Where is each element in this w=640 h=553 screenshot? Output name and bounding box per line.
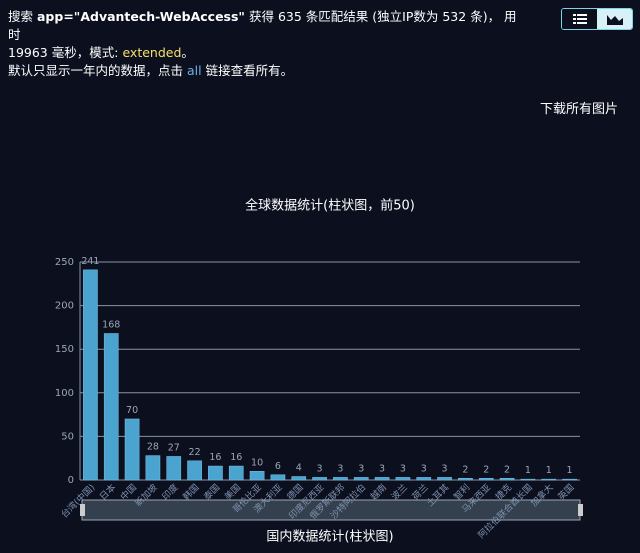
x-tick-label: 韩国 bbox=[180, 481, 201, 502]
chart-view-button[interactable] bbox=[597, 9, 632, 29]
data-label: 2 bbox=[462, 464, 468, 475]
mode: extended bbox=[122, 45, 182, 60]
text: 链接查看所有。 bbox=[205, 63, 294, 78]
text: 毫秒，模式: bbox=[51, 45, 119, 60]
bar bbox=[353, 477, 369, 481]
x-tick-label: 泰国 bbox=[201, 481, 222, 502]
bar bbox=[458, 478, 473, 481]
list-view-button[interactable] bbox=[562, 9, 597, 29]
bar bbox=[124, 418, 140, 481]
bar bbox=[541, 478, 557, 481]
x-tick-label: 波兰 bbox=[389, 481, 410, 502]
data-label: 16 bbox=[209, 452, 221, 463]
data-label: 70 bbox=[126, 405, 138, 416]
data-label: 1 bbox=[567, 465, 573, 476]
x-tick-label: 日本 bbox=[97, 481, 118, 502]
x-tick-label: 英国 bbox=[555, 481, 576, 502]
bar bbox=[208, 465, 223, 481]
bar bbox=[270, 474, 286, 481]
text: 条匹配结果 (独立IP数为 bbox=[305, 9, 439, 24]
zoom-handle[interactable] bbox=[80, 504, 85, 516]
list-icon bbox=[572, 14, 587, 24]
download-all[interactable]: 下载所有图片 bbox=[539, 102, 618, 117]
bar bbox=[145, 455, 161, 481]
bar bbox=[83, 269, 98, 481]
data-label: 16 bbox=[230, 452, 242, 463]
y-tick-label: 150 bbox=[55, 344, 74, 355]
bar bbox=[291, 476, 307, 481]
bar bbox=[562, 478, 577, 481]
bar bbox=[374, 477, 390, 481]
x-tick-label: 越南 bbox=[368, 481, 389, 502]
x-tick-label: 印度 bbox=[159, 481, 180, 502]
data-label: 3 bbox=[379, 463, 385, 474]
data-label: 3 bbox=[421, 463, 427, 474]
query: app="Advantech-WebAccess" bbox=[37, 9, 245, 24]
data-label: 168 bbox=[102, 320, 120, 331]
search-info: 搜索 app="Advantech-WebAccess" 获得 635 条匹配结… bbox=[8, 8, 528, 80]
text: 获得 bbox=[248, 9, 274, 24]
zoom-handle[interactable] bbox=[578, 504, 583, 516]
bar bbox=[103, 333, 119, 481]
y-tick-label: 50 bbox=[61, 431, 74, 442]
data-label: 2 bbox=[483, 464, 489, 475]
time: 19963 bbox=[8, 45, 48, 60]
data-label: 3 bbox=[400, 463, 406, 474]
data-label: 3 bbox=[442, 463, 448, 474]
data-label: 241 bbox=[81, 256, 99, 267]
bar bbox=[166, 456, 182, 481]
data-label: 1 bbox=[546, 465, 552, 476]
text: 。 bbox=[181, 45, 194, 60]
bar bbox=[312, 477, 327, 481]
data-label: 27 bbox=[168, 442, 180, 453]
data-label: 3 bbox=[358, 463, 364, 474]
text: 搜索 bbox=[8, 9, 34, 24]
bar bbox=[499, 478, 515, 481]
text: 默认只显示一年内的数据，点击 bbox=[8, 63, 184, 78]
section-title: 国内数据统计(柱状图) bbox=[266, 529, 393, 545]
bar bbox=[520, 478, 536, 481]
bar bbox=[228, 465, 244, 481]
data-label: 28 bbox=[147, 442, 159, 453]
data-label: 1 bbox=[525, 465, 531, 476]
y-tick-label: 200 bbox=[55, 301, 74, 312]
bar bbox=[416, 477, 432, 481]
all-link[interactable]: all bbox=[187, 63, 202, 78]
data-label: 4 bbox=[296, 463, 302, 474]
total: 635 bbox=[277, 9, 302, 24]
data-label: 2 bbox=[504, 464, 510, 475]
bar bbox=[333, 477, 348, 481]
bar bbox=[478, 478, 494, 481]
y-tick-label: 100 bbox=[55, 388, 74, 399]
bar bbox=[249, 471, 265, 481]
bar bbox=[187, 460, 202, 481]
y-tick-label: 250 bbox=[55, 257, 74, 268]
bar bbox=[437, 477, 452, 481]
chart-title: 全球数据统计(柱状图，前50) bbox=[245, 198, 415, 214]
data-label: 3 bbox=[337, 463, 343, 474]
data-label: 6 bbox=[275, 461, 281, 472]
data-label: 10 bbox=[251, 457, 263, 468]
view-toggle bbox=[561, 8, 633, 30]
data-label: 3 bbox=[317, 463, 323, 474]
data-label: 22 bbox=[189, 447, 201, 458]
y-tick-label: 0 bbox=[68, 475, 74, 486]
chart-icon bbox=[606, 15, 623, 25]
text: 条)， 用时 bbox=[8, 9, 517, 42]
unique: 532 bbox=[442, 9, 467, 24]
bar bbox=[395, 477, 411, 481]
